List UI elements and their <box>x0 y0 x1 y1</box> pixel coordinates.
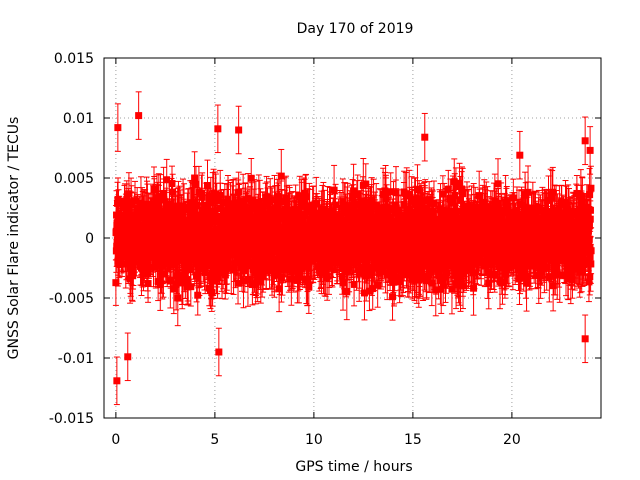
data-series <box>112 91 595 406</box>
point-marker <box>174 294 182 302</box>
point-marker <box>137 200 145 208</box>
point-marker <box>198 193 206 201</box>
point-marker <box>187 283 195 291</box>
point-marker <box>127 201 135 209</box>
point-marker <box>125 190 133 198</box>
point-marker <box>191 174 199 182</box>
point-marker <box>168 180 176 188</box>
chart-title: Day 170 of 2019 <box>297 21 414 37</box>
point-marker <box>112 279 120 287</box>
point-marker <box>192 180 200 188</box>
point-marker <box>144 280 152 288</box>
